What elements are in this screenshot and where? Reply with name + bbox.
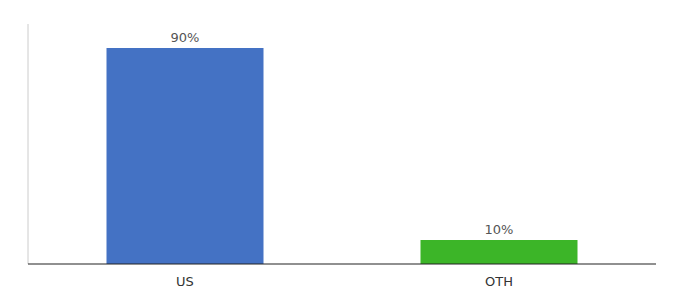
bars (107, 48, 578, 264)
y-axis-line (28, 24, 29, 264)
bar (421, 240, 578, 264)
x-axis-line (28, 263, 656, 264)
x-tick-labels: US OTH (176, 274, 513, 289)
x-tick-label: US (176, 274, 194, 289)
chart-container: 90% 10% US OTH (0, 0, 680, 300)
data-labels: 90% 10% (171, 30, 514, 237)
chart-svg: 90% 10% US OTH (0, 0, 680, 300)
x-tick-label: OTH (485, 274, 513, 289)
data-label: 10% (485, 222, 514, 237)
data-label: 90% (171, 30, 200, 45)
bar (107, 48, 264, 264)
plot-area: 90% 10% US OTH (28, 24, 656, 289)
